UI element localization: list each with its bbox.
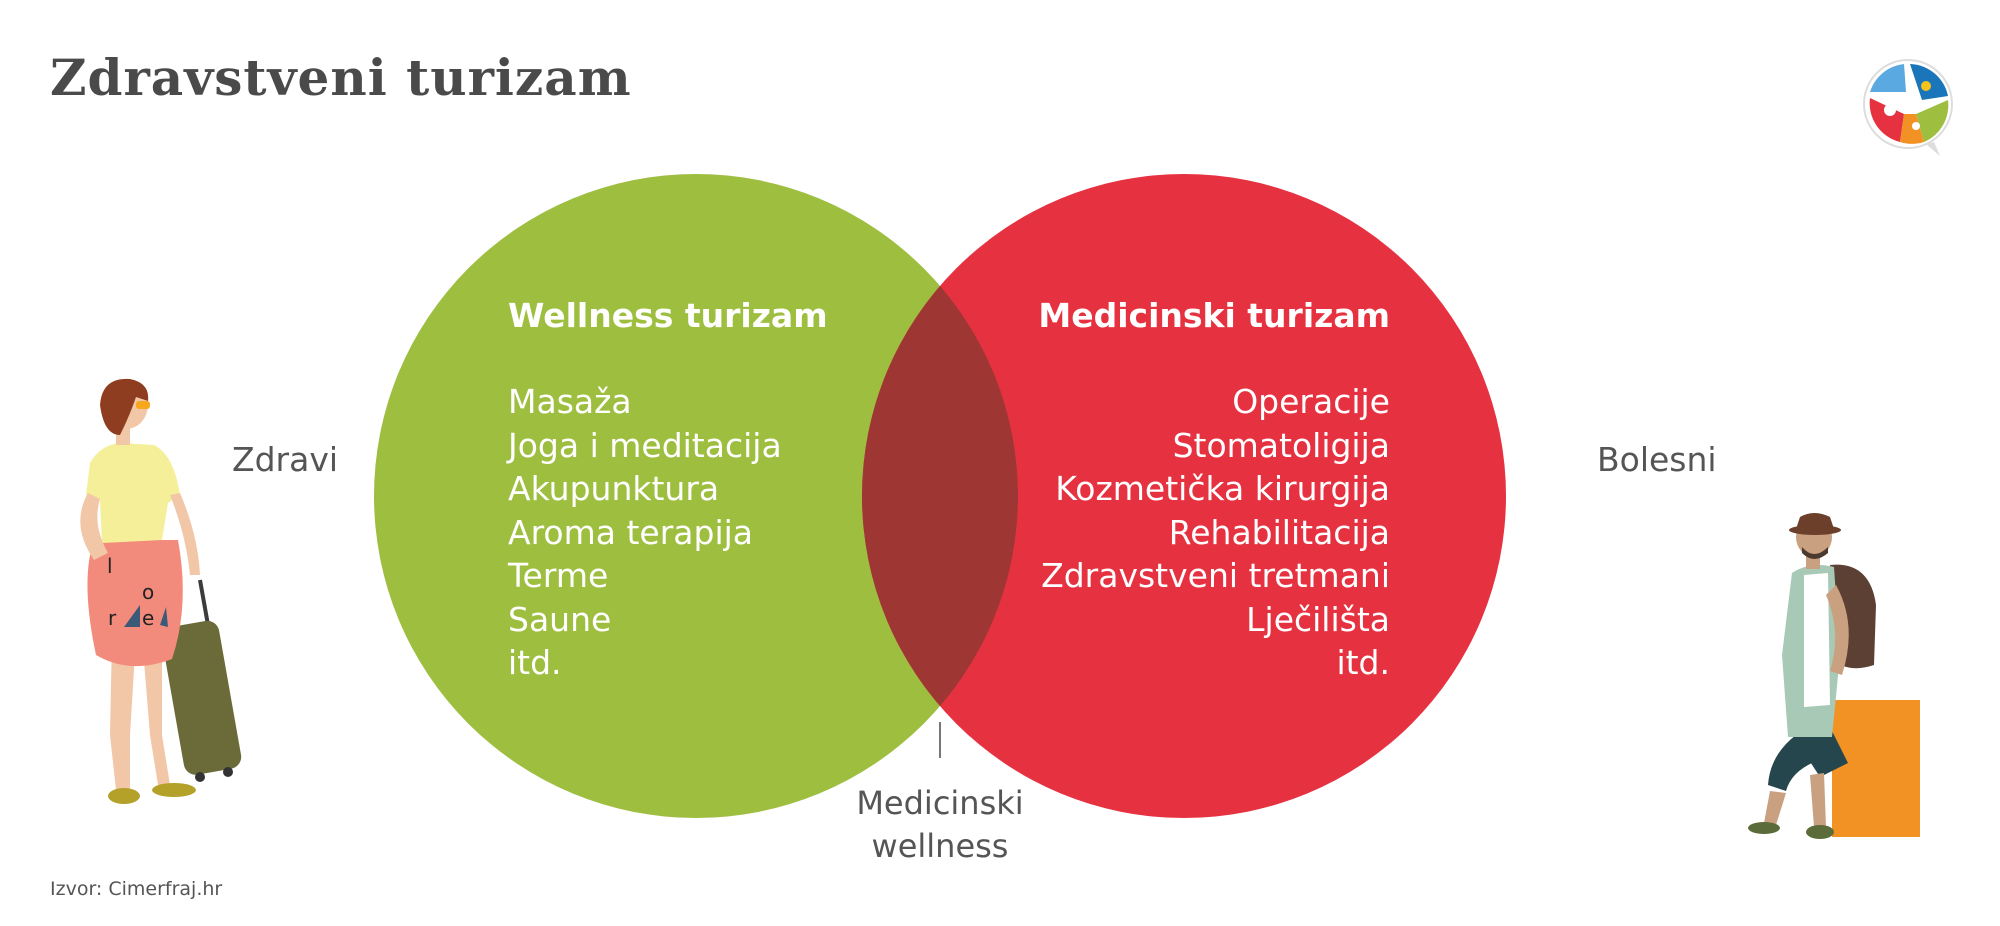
wellness-item: Masaža [508, 382, 632, 421]
medical-item: Operacije [1232, 382, 1390, 421]
wellness-item: itd. [508, 643, 562, 682]
sick-label: Bolesni [1597, 440, 1717, 479]
wellness-list: Masaža Joga i meditacija Akupunktura Aro… [508, 380, 782, 685]
overlap-label-line: wellness [871, 827, 1009, 865]
medical-item: Kozmetička kirurgija [1055, 469, 1390, 508]
wellness-item: Aroma terapija [508, 512, 754, 552]
svg-text:r: r [108, 606, 117, 630]
wellness-item: Terme [508, 556, 609, 595]
logo-icon [1863, 59, 1953, 156]
medical-item: Zdravstveni tretmani [1041, 556, 1390, 595]
medical-list: Operacije Stomatoligija Kozmetička kirur… [1041, 380, 1390, 685]
source-caption: Izvor: Cimerfraj.hr [50, 878, 223, 900]
wellness-item: Saune [508, 599, 612, 639]
svg-text:e: e [142, 606, 154, 630]
medical-item: Rehabilitacija [1168, 512, 1390, 552]
woman-traveler-illustration: l o r e [80, 378, 242, 804]
healthy-label: Zdravi [232, 440, 339, 479]
svg-text:o: o [142, 580, 154, 604]
wellness-circle [374, 174, 1018, 818]
overlap-label: Medicinski wellness [820, 782, 1060, 868]
svg-text:l: l [107, 554, 113, 578]
overlap-label-line: Medicinski [856, 784, 1024, 822]
medical-item: Stomatoligija [1172, 425, 1390, 465]
wellness-item: Joga i meditacija [508, 425, 782, 465]
wellness-title: Wellness turizam [508, 296, 828, 335]
medical-title: Medicinski turizam [1038, 296, 1390, 335]
medical-circle [862, 174, 1506, 818]
medical-item: itd. [1336, 643, 1390, 682]
man-sitting-illustration [1748, 513, 1920, 839]
wellness-item: Akupunktura [508, 469, 720, 508]
medical-item: Lječilišta [1246, 599, 1390, 639]
page-title: Zdravstveni turizam [50, 48, 632, 107]
